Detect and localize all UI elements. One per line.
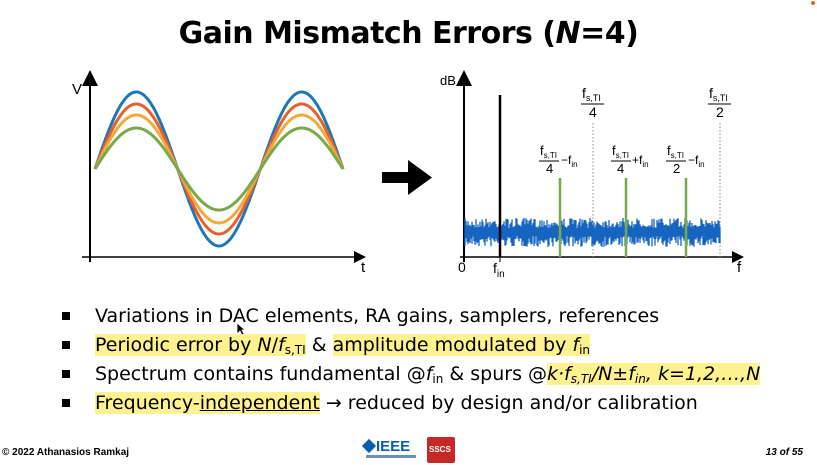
sscs-logo: SSCS bbox=[427, 437, 455, 463]
footer-copyright: © 2022 Athanasios Ramkaj bbox=[2, 447, 130, 458]
svg-text:−fin: −fin bbox=[561, 153, 578, 169]
label-fs-over-4: fs,TI 4 bbox=[581, 85, 604, 120]
svg-text:4: 4 bbox=[589, 104, 597, 120]
svg-text:4: 4 bbox=[546, 161, 553, 176]
sscs-wordmark: SSCS bbox=[429, 445, 451, 454]
bullet-marker bbox=[62, 399, 70, 407]
svg-text:−fin: −fin bbox=[688, 153, 705, 169]
label-spur-1: fs,TI 4 −fin bbox=[539, 143, 578, 176]
slide-title: Gain Mismatch Errors (N=4) bbox=[178, 16, 639, 51]
label-fs-over-2: fs,TI 2 bbox=[708, 85, 731, 120]
svg-text:fs,TI: fs,TI bbox=[540, 143, 557, 160]
corner-dot bbox=[811, 1, 815, 5]
svg-text:2: 2 bbox=[673, 161, 680, 176]
sine-wave-3 bbox=[93, 113, 345, 225]
svg-text:fs,TI: fs,TI bbox=[709, 85, 728, 103]
left-y-label: V bbox=[72, 81, 82, 98]
bullet-4-text: Frequency-independent → reduced by desig… bbox=[95, 392, 698, 414]
svg-text:fs,TI: fs,TI bbox=[582, 85, 601, 103]
ieee-logo: IEEE bbox=[361, 437, 417, 462]
ieee-diamond-icon bbox=[361, 438, 377, 454]
sine-wave-1 bbox=[93, 90, 345, 248]
svg-text:fs,TI: fs,TI bbox=[612, 143, 629, 160]
ieee-wordmark: IEEE bbox=[376, 438, 411, 455]
svg-text:4: 4 bbox=[617, 161, 624, 176]
bullet-1: Variations in DAC elements, RA gains, sa… bbox=[62, 302, 802, 331]
label-spur-2: fs,TI 4 +fin bbox=[611, 143, 649, 176]
bullet-2: Periodic error by N/fs,TI & amplitude mo… bbox=[62, 331, 802, 360]
bullet-marker bbox=[62, 312, 70, 320]
origin-label: 0 bbox=[458, 259, 466, 275]
bullet-3: Spectrum contains fundamental @fin & spu… bbox=[62, 360, 802, 389]
noise-floor bbox=[464, 218, 721, 247]
svg-text:fs,TI: fs,TI bbox=[667, 143, 684, 160]
sine-waves bbox=[93, 90, 345, 248]
sine-wave-4 bbox=[93, 126, 345, 212]
bullet-marker bbox=[62, 341, 70, 349]
bullet-2-text: Periodic error by N/fs,TI & amplitude mo… bbox=[95, 334, 591, 357]
fin-label: fin bbox=[493, 260, 505, 280]
right-arrow-icon bbox=[382, 160, 432, 195]
left-x-label: t bbox=[361, 259, 366, 276]
bullet-1-text: Variations in DAC elements, RA gains, sa… bbox=[95, 305, 660, 327]
bullet-3-text: Spectrum contains fundamental @fin & spu… bbox=[95, 363, 761, 386]
mouse-cursor-icon bbox=[236, 322, 246, 336]
svg-text:2: 2 bbox=[716, 104, 724, 120]
bullet-marker bbox=[62, 370, 70, 378]
ieee-subtitle-bar bbox=[366, 455, 416, 458]
page-number: 13 of 55 bbox=[765, 447, 803, 458]
noise-trace bbox=[464, 218, 721, 247]
bullet-list: Variations in DAC elements, RA gains, sa… bbox=[62, 302, 802, 418]
right-y-label: dB bbox=[440, 73, 456, 88]
label-spur-3: fs,TI 2 −fin bbox=[666, 143, 705, 176]
svg-text:+fin: +fin bbox=[632, 153, 649, 169]
sine-wave-2 bbox=[93, 102, 345, 236]
right-x-label: f bbox=[737, 259, 742, 276]
bullet-4: Frequency-independent → reduced by desig… bbox=[62, 389, 802, 418]
